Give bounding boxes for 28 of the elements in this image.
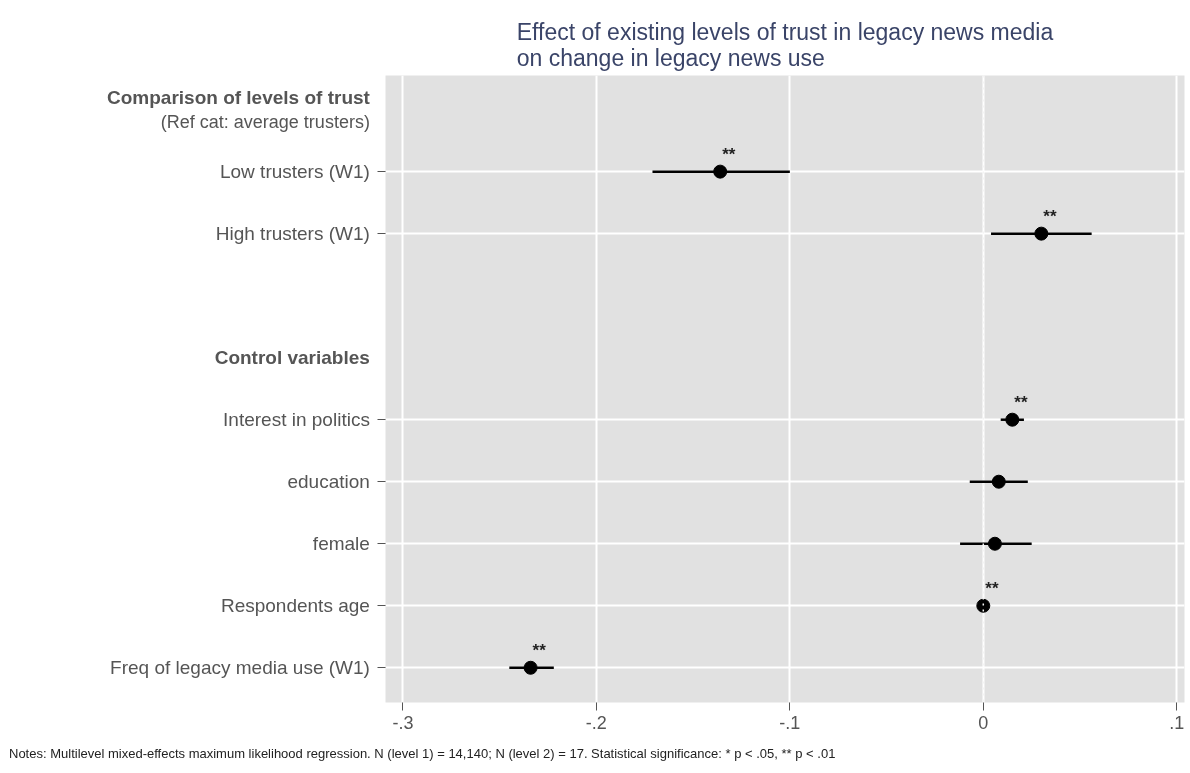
x-tick-label: -.1: [779, 712, 801, 733]
point: [991, 474, 1006, 489]
y-tick-label: Interest in politics: [223, 409, 370, 431]
point: [713, 164, 728, 179]
point: [987, 536, 1002, 551]
point: [976, 598, 991, 613]
y-tick-label: Control variables: [214, 347, 370, 369]
y-tick-label: Respondents age: [220, 595, 370, 617]
point: [523, 660, 538, 675]
point: [1034, 226, 1049, 241]
x-tick-label: 0: [978, 712, 989, 733]
y-tick-label: Comparison of levels of trust (Ref cat: average trusters): [107, 87, 371, 132]
data-label: **: [1043, 206, 1057, 226]
data-label: **: [985, 578, 999, 598]
y-tick-label: female: [312, 533, 370, 555]
chart-title: Effect of existing levels of trust in legacy news media on change in legacy news use: [516, 18, 1054, 71]
point: [1005, 412, 1020, 427]
y-tick-label: Freq of legacy media use (W1): [110, 657, 370, 679]
x-tick-label: .1: [1169, 712, 1185, 733]
x-tick-label: -.3: [392, 712, 414, 733]
data-label: **: [532, 640, 547, 660]
data-label: **: [1014, 392, 1028, 412]
y-tick-label: High trusters (W1): [215, 223, 370, 245]
y-tick-label: education: [287, 471, 370, 493]
y-tick-label: Low trusters (W1): [219, 161, 370, 183]
x-tick-label: -.2: [585, 712, 607, 733]
text: Notes: Multilevel mixed-effects maximum likelihood regression. N (level 1) = 14,140; N (level 2) = 17. Statistical significance: * p < .05, ** p < .01: [9, 745, 836, 763]
data-label: **: [722, 144, 736, 164]
